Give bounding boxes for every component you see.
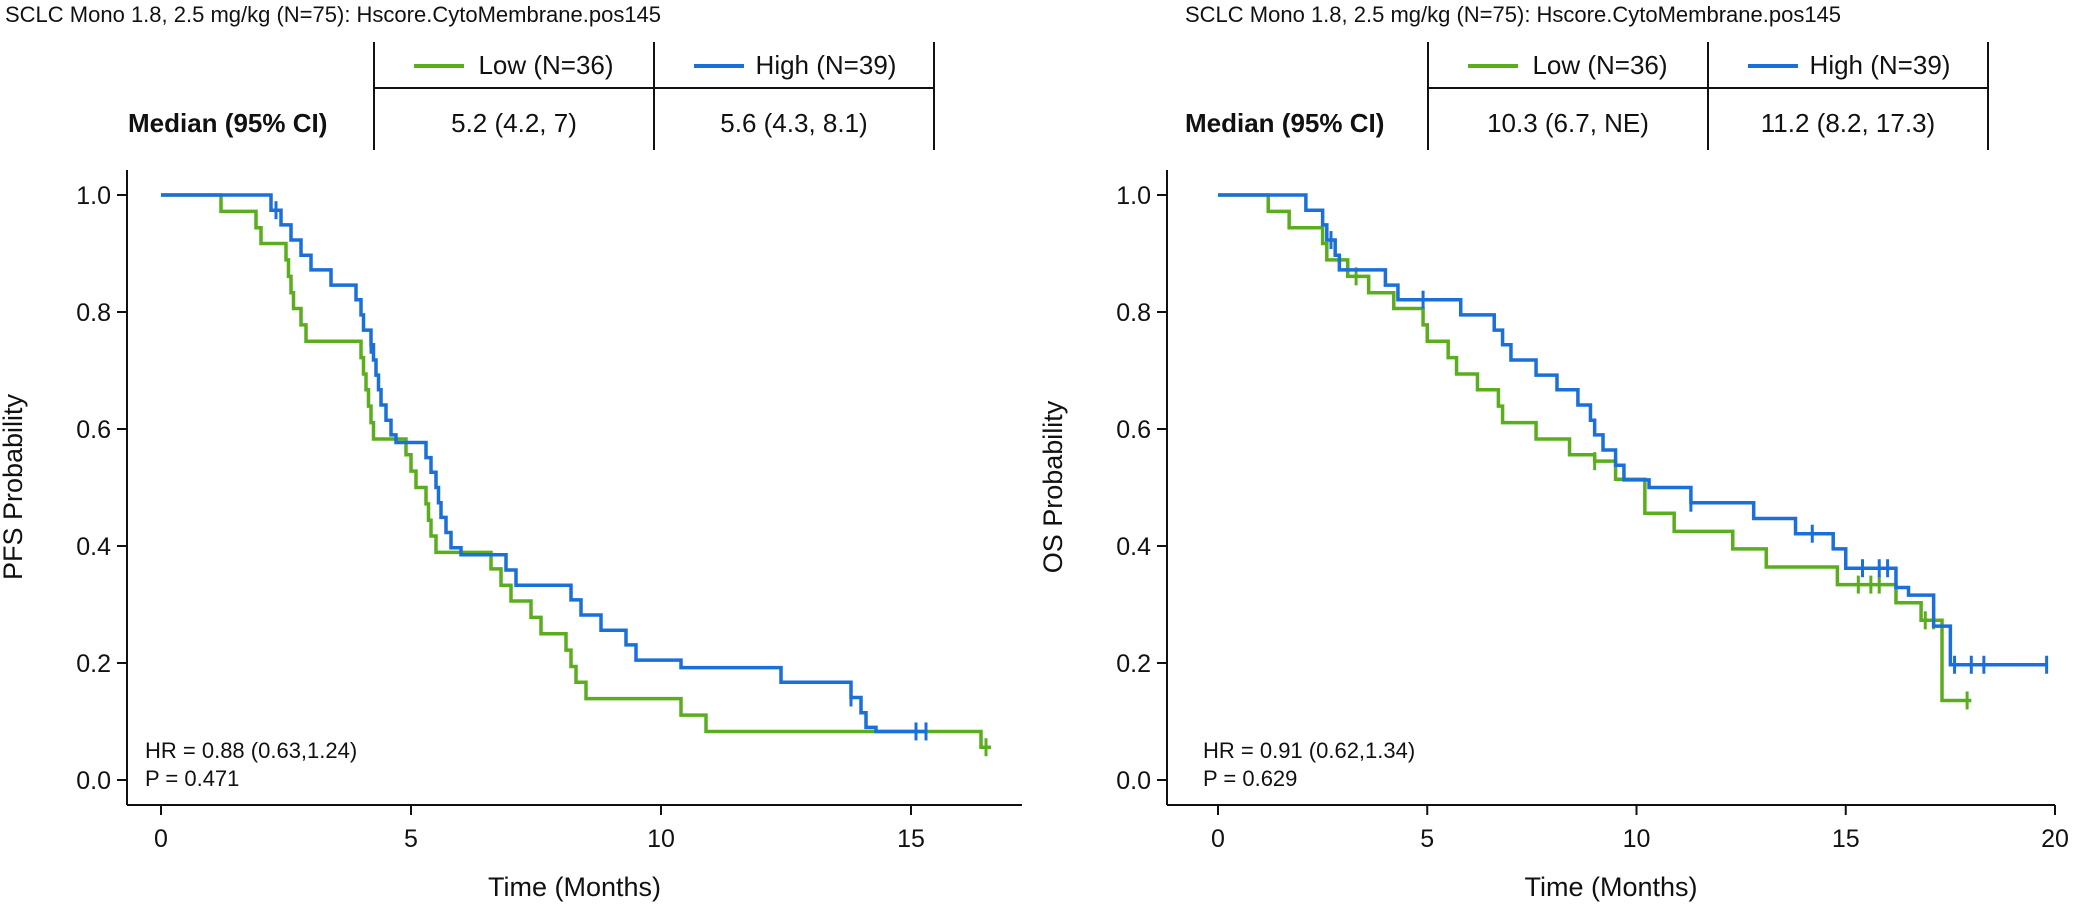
km-curve-high — [161, 193, 926, 734]
y-tick-label: 1.0 — [76, 182, 111, 210]
x-tick-label: 5 — [1420, 825, 1434, 853]
legend-label-high: High (N=39) — [756, 50, 897, 80]
median-value-high: 5.6 (4.3, 8.1) — [720, 108, 867, 138]
y-tick-label: 0.8 — [76, 299, 111, 327]
y-tick-label: 0.0 — [76, 767, 111, 795]
p-value-annotation: P = 0.471 — [145, 766, 239, 791]
y-tick-label: 0.0 — [1116, 767, 1151, 795]
chart-title: SCLC Mono 1.8, 2.5 mg/kg (N=75): Hscore.… — [5, 2, 661, 27]
hazard-ratio-annotation: HR = 0.91 (0.62,1.34) — [1203, 738, 1415, 763]
y-tick-label: 1.0 — [1116, 182, 1151, 210]
legend-label-high: High (N=39) — [1810, 50, 1951, 80]
x-axis-label: Time (Months) — [488, 872, 661, 902]
median-value-low: 10.3 (6.7, NE) — [1487, 108, 1649, 138]
x-tick-label: 0 — [1211, 825, 1225, 853]
legend-label-low: Low (N=36) — [478, 50, 613, 80]
median-value-low: 5.2 (4.2, 7) — [451, 108, 577, 138]
y-tick-label: 0.8 — [1116, 299, 1151, 327]
median-value-high: 11.2 (8.2, 17.3) — [1761, 108, 1935, 138]
hazard-ratio-annotation: HR = 0.88 (0.63,1.24) — [145, 738, 357, 763]
x-tick-label: 5 — [404, 825, 418, 853]
y-tick-label: 0.6 — [1116, 416, 1151, 444]
y-tick-label: 0.4 — [76, 533, 111, 561]
y-tick-label: 0.6 — [76, 416, 111, 444]
median-row-label: Median (95% CI) — [128, 108, 327, 138]
x-tick-label: 15 — [1832, 825, 1860, 853]
legend-label-low: Low (N=36) — [1532, 50, 1667, 80]
y-axis-label: PFS Probability — [0, 393, 28, 580]
x-tick-label: 10 — [1623, 825, 1651, 853]
x-tick-label: 15 — [897, 825, 925, 853]
os-km-chart: SCLC Mono 1.8, 2.5 mg/kg (N=75): Hscore.… — [1040, 2, 2069, 902]
pfs-panel: SCLC Mono 1.8, 2.5 mg/kg (N=75): Hscore.… — [0, 0, 1040, 904]
km-curve-low — [1218, 193, 1972, 703]
p-value-annotation: P = 0.629 — [1203, 766, 1297, 791]
x-axis-label: Time (Months) — [1524, 872, 1697, 902]
y-tick-label: 0.2 — [1116, 650, 1151, 678]
y-axis-label: OS Probability — [1040, 400, 1068, 573]
km-curve-low — [161, 193, 991, 749]
pfs-km-chart: SCLC Mono 1.8, 2.5 mg/kg (N=75): Hscore.… — [0, 2, 1022, 902]
y-tick-label: 0.2 — [76, 650, 111, 678]
median-row-label: Median (95% CI) — [1185, 108, 1384, 138]
x-tick-label: 0 — [154, 825, 168, 853]
km-curve-high — [1218, 193, 2047, 667]
x-tick-label: 10 — [647, 825, 675, 853]
os-panel: SCLC Mono 1.8, 2.5 mg/kg (N=75): Hscore.… — [1040, 0, 2081, 904]
y-tick-label: 0.4 — [1116, 533, 1151, 561]
x-tick-label: 20 — [2041, 825, 2069, 853]
chart-title: SCLC Mono 1.8, 2.5 mg/kg (N=75): Hscore.… — [1185, 2, 1841, 27]
